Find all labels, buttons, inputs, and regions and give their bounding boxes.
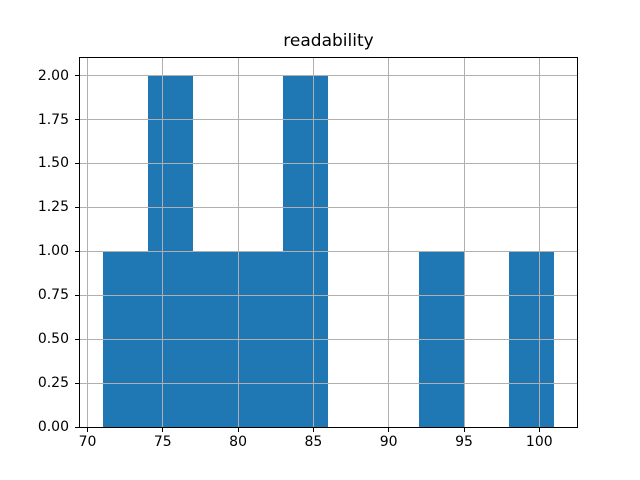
y-tick-label: 0.25 [37, 375, 69, 392]
y-tick-label: 2.00 [37, 67, 69, 84]
y-tick-mark [75, 382, 80, 384]
gridline-horizontal [80, 206, 577, 208]
y-tick-label: 1.25 [37, 199, 69, 216]
chart-title: readability [283, 31, 374, 51]
gridline-horizontal [80, 162, 577, 164]
x-tick-label: 90 [379, 434, 398, 450]
x-tick-label: 80 [229, 434, 247, 450]
gridline-horizontal [80, 250, 577, 252]
gridline-horizontal [80, 426, 577, 428]
y-tick-mark [75, 162, 80, 164]
x-tick-mark [162, 427, 164, 432]
y-tick-mark [75, 75, 80, 77]
x-tick-label: 85 [304, 434, 323, 450]
gridline-horizontal [80, 294, 577, 296]
gridline-vertical [237, 58, 239, 427]
gridline-horizontal [80, 382, 577, 384]
y-tick-mark [75, 119, 80, 120]
grid-layer [80, 58, 577, 428]
y-tick-mark [75, 206, 80, 208]
y-tick-label: 1.50 [37, 155, 69, 172]
y-tick-mark [75, 426, 80, 428]
gridline-horizontal [80, 338, 577, 340]
x-tick-label: 75 [153, 434, 172, 450]
y-tick-label: 1.75 [37, 111, 69, 128]
plot-area [79, 57, 578, 428]
gridline-vertical [538, 58, 540, 427]
y-tick-label: 0.00 [37, 419, 69, 435]
gridline-vertical [312, 58, 314, 427]
x-tick-mark [87, 427, 88, 432]
gridline-horizontal [80, 75, 577, 77]
x-tick-mark [538, 427, 540, 432]
gridline-vertical [87, 58, 88, 427]
y-tick-mark [75, 294, 80, 296]
y-tick-mark [75, 338, 80, 340]
x-tick-label: 95 [455, 434, 473, 450]
x-tick-label: 100 [525, 434, 553, 450]
y-tick-label: 0.50 [37, 331, 69, 348]
x-tick-mark [237, 427, 239, 432]
x-tick-mark [463, 427, 465, 432]
y-tick-mark [75, 250, 80, 252]
x-tick-mark [312, 427, 314, 432]
y-tick-label: 0.75 [37, 287, 69, 304]
y-tick-label: 1.00 [37, 243, 69, 260]
gridline-horizontal [80, 119, 577, 120]
gridline-vertical [162, 58, 164, 427]
x-tick-label: 70 [78, 434, 97, 450]
gridline-vertical [463, 58, 465, 427]
x-tick-mark [388, 427, 390, 432]
gridline-vertical [388, 58, 390, 427]
